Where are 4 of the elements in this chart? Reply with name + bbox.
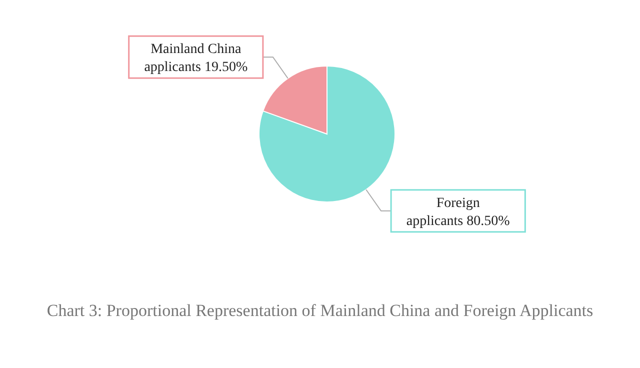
text: Chart 3: Proportional Representation of Mainland China and Foreign Applicants <box>46 301 594 320</box>
slice-label: Foreign applicants 80.50% <box>406 196 510 229</box>
pie-slice <box>258 66 396 202</box>
slice-label: Mainland China applicants 19.50% <box>144 42 248 76</box>
